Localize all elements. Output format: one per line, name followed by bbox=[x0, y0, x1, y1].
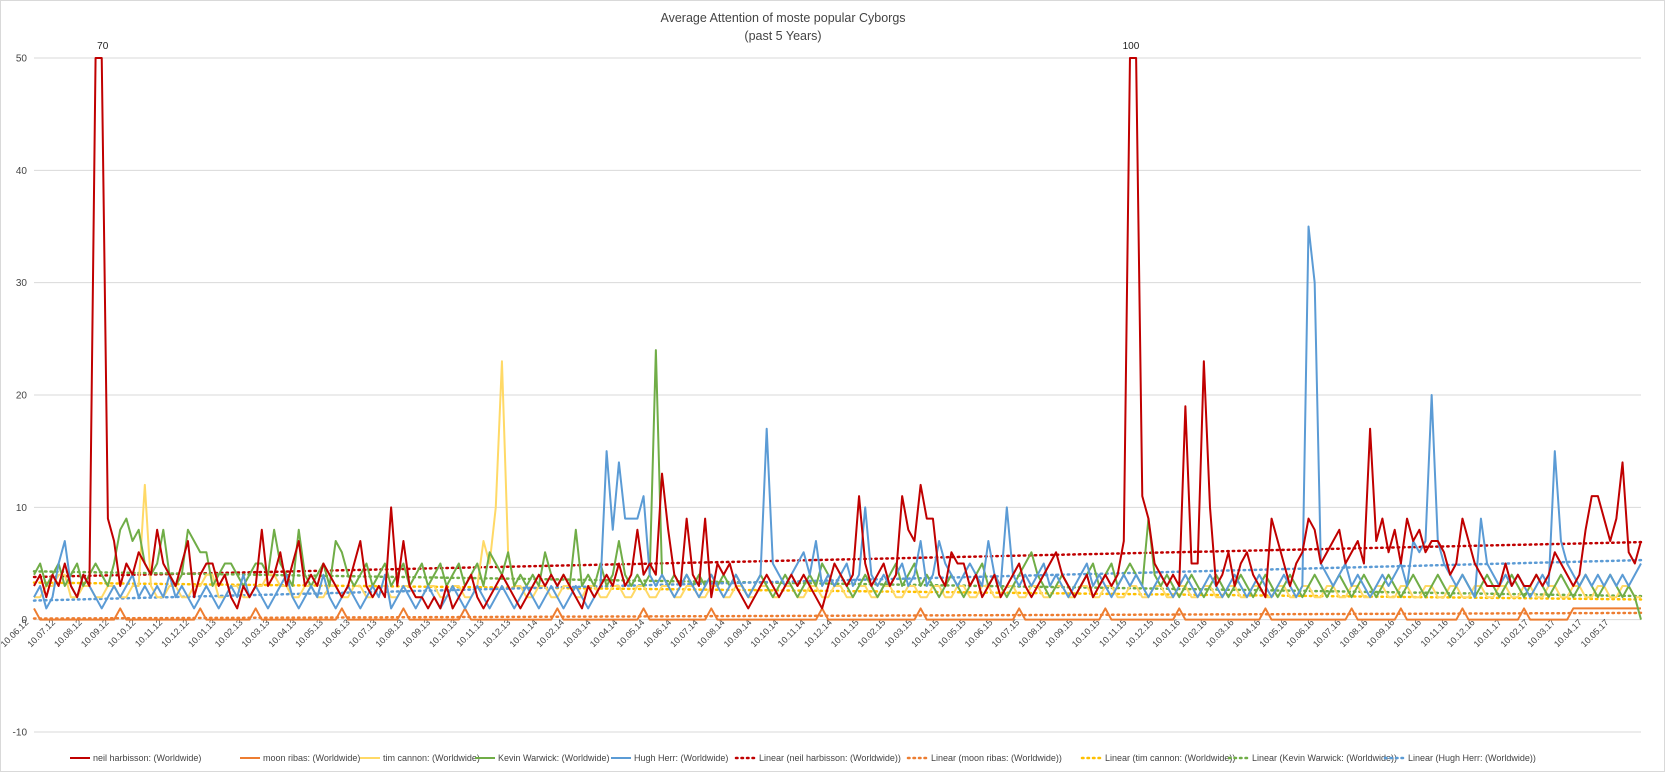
legend: neil harbisson: (Worldwide) moon ribas: (… bbox=[70, 753, 1536, 763]
x-tick-label: 10.11.12 bbox=[133, 617, 164, 648]
x-tick-label: 10.09.16 bbox=[1365, 617, 1397, 649]
x-tick-label: 10.02.13 bbox=[213, 617, 245, 649]
x-tick-label: 10.02.15 bbox=[856, 617, 888, 649]
x-tick-label: 10.05.13 bbox=[293, 617, 325, 649]
x-tick-label: 10.08.13 bbox=[374, 617, 406, 649]
legend-label: Linear (moon ribas: (Worldwide)) bbox=[931, 753, 1062, 763]
x-tick-label: 10.06.15 bbox=[963, 617, 995, 649]
trendline-0 bbox=[32, 540, 1643, 579]
gridlines bbox=[34, 57, 1641, 733]
x-tick-label: 10.10.15 bbox=[1070, 617, 1102, 649]
x-tick-label: 10.01.15 bbox=[829, 617, 861, 649]
x-tick-label: 10.08.15 bbox=[1016, 617, 1048, 649]
trendline-3 bbox=[32, 570, 1643, 598]
x-tick-label: 10.03.17 bbox=[1525, 617, 1557, 649]
legend-label: Linear (neil harbisson: (Worldwide)) bbox=[759, 753, 901, 763]
x-tick-label: 10.07.16 bbox=[1311, 617, 1343, 649]
chart-title-line-2: (past 5 Years) bbox=[744, 29, 821, 43]
x-tick-label: 10.05.17 bbox=[1579, 617, 1611, 649]
x-tick-label: 10.03.16 bbox=[1204, 617, 1236, 649]
x-tick-label: 10.11.13 bbox=[454, 617, 485, 648]
x-tick-label: 10.12.14 bbox=[802, 617, 834, 649]
x-tick-label: 10.11.14 bbox=[776, 617, 807, 648]
legend-label: Linear (Kevin Warwick: (Worldwide)) bbox=[1252, 753, 1397, 763]
series-line-0 bbox=[33, 57, 1642, 610]
x-tick-label: 10.08.14 bbox=[695, 617, 727, 649]
x-tick-label: 10.09.12 bbox=[79, 617, 111, 649]
legend-label: moon ribas: (Worldwide) bbox=[263, 753, 360, 763]
x-tick-label: 10.06.14 bbox=[641, 617, 673, 649]
x-tick-label: 10.09.13 bbox=[400, 617, 432, 649]
trendline-1 bbox=[32, 611, 1643, 620]
x-tick-label: 10.07.15 bbox=[990, 617, 1022, 649]
annotations: 70 100 bbox=[97, 41, 1140, 52]
x-tick-label: 10.08.12 bbox=[52, 617, 84, 649]
x-tick-label: 10.05.14 bbox=[615, 617, 647, 649]
y-tick-label: 0 bbox=[21, 615, 27, 626]
x-tick-label: 10.04.15 bbox=[909, 617, 941, 649]
x-tick-label: 10.05.15 bbox=[936, 617, 968, 649]
y-tick-label: 30 bbox=[16, 278, 28, 289]
x-tick-label: 10.02.16 bbox=[1177, 617, 1209, 649]
x-tick-label: 10.07.14 bbox=[668, 617, 700, 649]
x-tick-label: 10.11.15 bbox=[1097, 617, 1128, 648]
x-tick-label: 10.02.14 bbox=[534, 617, 566, 649]
x-tick-label: 10.06.16 bbox=[1284, 617, 1316, 649]
x-tick-label: 10.04.17 bbox=[1552, 617, 1584, 649]
x-tick-label: 10.12.15 bbox=[1123, 617, 1155, 649]
x-tick-label: 10.05.16 bbox=[1257, 617, 1289, 649]
series-lines bbox=[33, 57, 1642, 621]
x-tick-label: 10.07.12 bbox=[25, 617, 57, 649]
x-tick-label: 10.10.12 bbox=[106, 617, 138, 649]
x-tick-label: 10.10.13 bbox=[427, 617, 459, 649]
trendline-2 bbox=[32, 581, 1643, 601]
y-tick-label: 50 bbox=[16, 54, 28, 65]
x-tick-label: 10.01.13 bbox=[186, 617, 218, 649]
legend-label: Kevin Warwick: (Worldwide) bbox=[498, 753, 610, 763]
x-tick-label: 10.10.14 bbox=[748, 617, 780, 649]
x-tick-label: 10.09.14 bbox=[722, 617, 754, 649]
x-tick-label: 10.03.13 bbox=[240, 617, 272, 649]
x-tick-label: 10.08.16 bbox=[1338, 617, 1370, 649]
x-tick-label: 10.06.13 bbox=[320, 617, 352, 649]
x-tick-label: 10.10.16 bbox=[1391, 617, 1423, 649]
x-tick-label: 10.06.12 bbox=[1, 617, 30, 649]
x-tick-label: 10.02.17 bbox=[1498, 617, 1530, 649]
y-tick-label: 40 bbox=[16, 166, 28, 177]
x-tick-label: 10.03.14 bbox=[561, 617, 593, 649]
legend-label: neil harbisson: (Worldwide) bbox=[93, 753, 201, 763]
legend-label: Linear (Hugh Herr: (Worldwide)) bbox=[1408, 753, 1536, 763]
peak-annotation: 100 bbox=[1123, 41, 1140, 52]
y-tick-label: 20 bbox=[16, 391, 28, 402]
y-tick-label: -10 bbox=[13, 728, 28, 739]
x-tick-label: 10.03.15 bbox=[882, 617, 914, 649]
x-tick-label: 10.01.16 bbox=[1150, 617, 1182, 649]
series-line-1 bbox=[33, 607, 1641, 621]
x-tick-label: 10.12.16 bbox=[1445, 617, 1477, 649]
x-tick-label: 10.12.12 bbox=[159, 617, 191, 649]
legend-label: tim cannon: (Worldwide) bbox=[383, 753, 480, 763]
x-tick-label: 10.07.13 bbox=[347, 617, 379, 649]
legend-label: Linear (tim cannon: (Worldwide)) bbox=[1105, 753, 1235, 763]
x-tick-label: 10.04.13 bbox=[266, 617, 298, 649]
x-tick-label: 10.01.14 bbox=[507, 617, 539, 649]
chart-title-line-1: Average Attention of moste popular Cybor… bbox=[660, 11, 905, 25]
x-tick-label: 10.09.15 bbox=[1043, 617, 1075, 649]
x-tick-label: 10.01.17 bbox=[1472, 617, 1504, 649]
x-tick-label: 10.04.14 bbox=[588, 617, 620, 649]
y-tick-label: 10 bbox=[16, 503, 28, 514]
series-line-4 bbox=[33, 225, 1642, 610]
peak-annotation: 70 bbox=[97, 41, 109, 52]
x-tick-label: 10.11.16 bbox=[1419, 617, 1450, 648]
x-tick-label: 10.12.13 bbox=[481, 617, 513, 649]
x-tick-label: 10.04.16 bbox=[1231, 617, 1263, 649]
x-axis-ticks: 10.06.1210.07.1210.08.1210.09.1210.10.12… bbox=[1, 617, 1611, 649]
legend-label: Hugh Herr: (Worldwide) bbox=[634, 753, 728, 763]
y-axis-ticks: -10 0 10 20 30 40 50 bbox=[13, 54, 28, 739]
